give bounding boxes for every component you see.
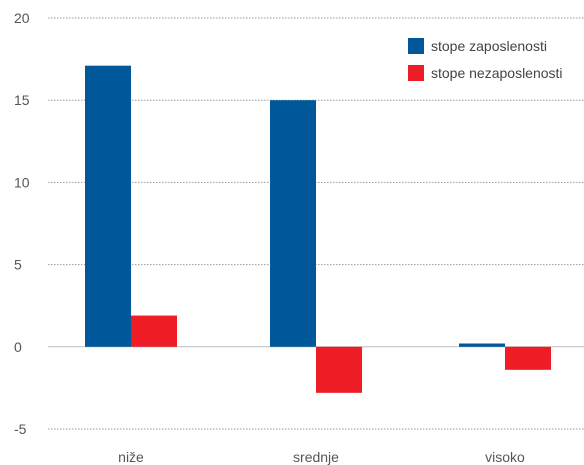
y-tick-label: 20: [14, 10, 30, 26]
legend-swatch: [408, 65, 424, 81]
y-tick-label: 15: [14, 92, 30, 108]
x-category-label: niže: [118, 449, 144, 465]
x-category-label: srednje: [293, 449, 339, 465]
bar-nezaposlenost-srednje: [316, 346, 362, 393]
legend-swatch: [408, 38, 424, 54]
bar-zaposlenost-visoko: [459, 343, 505, 347]
y-axis-ticks: -5 0 5 10 15 20: [14, 10, 30, 437]
x-category-label: visoko: [485, 449, 525, 465]
y-tick-label: 10: [14, 174, 30, 190]
bar-zaposlenost-srednje: [270, 100, 316, 347]
bars: [85, 65, 551, 393]
legend-label: stope nezaposlenosti: [431, 65, 563, 81]
bar-zaposlenost-niže: [85, 65, 131, 347]
y-tick-label: -5: [14, 421, 27, 437]
legend-label: stope zaposlenosti: [431, 38, 547, 54]
bar-nezaposlenost-visoko: [505, 346, 551, 370]
y-tick-label: 5: [14, 257, 22, 273]
legend: stope zaposlenosti stope nezaposlenosti: [408, 38, 563, 81]
x-axis-categories: niže srednje visoko: [118, 449, 525, 465]
y-tick-label: 0: [14, 339, 22, 355]
bar-nezaposlenost-niže: [131, 315, 177, 347]
